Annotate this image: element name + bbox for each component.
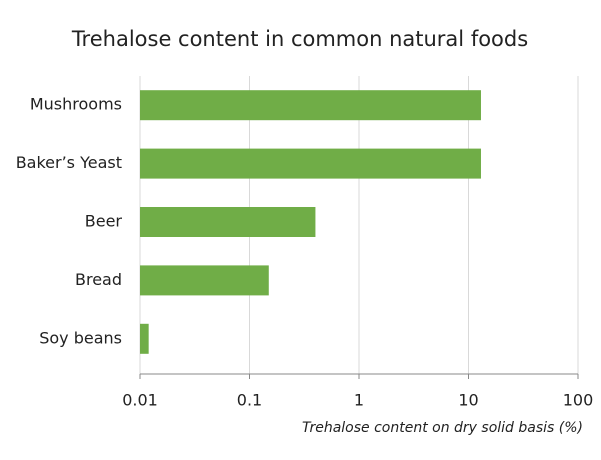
bar [140, 207, 316, 237]
y-tick-label: Soy beans [39, 328, 122, 347]
y-tick-label: Beer [85, 212, 123, 231]
x-axis-label: Trehalose content on dry solid basis (%) [302, 420, 583, 436]
x-tick-label: 0.1 [237, 391, 262, 410]
bar [140, 265, 269, 296]
x-tick-label: 1 [354, 391, 364, 410]
y-tick-label: Mushrooms [30, 95, 122, 114]
bar [140, 323, 149, 354]
bar [140, 148, 481, 179]
x-tick-label: 10 [458, 391, 478, 410]
bar [140, 90, 481, 121]
x-tick-label: 0.01 [122, 391, 158, 410]
y-tick-label: Bread [75, 270, 122, 289]
chart-title: Trehalose content in common natural food… [71, 27, 528, 51]
y-tick-label: Baker’s Yeast [16, 153, 122, 172]
x-tick-label: 100 [563, 391, 594, 410]
